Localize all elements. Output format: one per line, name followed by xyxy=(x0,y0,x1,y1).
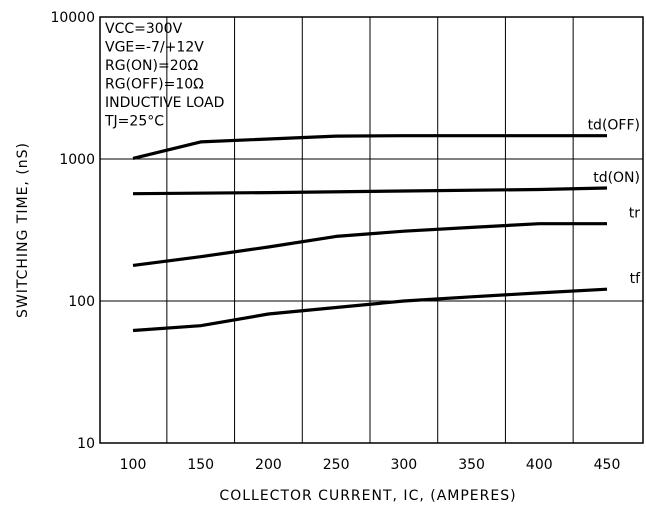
x-tick-label: 300 xyxy=(390,457,417,473)
x-tick-labels: 100 150 200 250 300 350 400 450 xyxy=(120,457,621,473)
x-tick-label: 450 xyxy=(594,457,621,473)
condition-line: RG(ON)=20Ω xyxy=(105,58,199,74)
x-tick-label: 350 xyxy=(458,457,485,473)
y-tick-labels: 10 100 1000 10000 xyxy=(50,10,95,452)
series-label: tr xyxy=(629,206,640,222)
series-labels: td(OFF) td(ON) tr tf xyxy=(588,118,642,288)
series-line xyxy=(132,134,607,160)
series-line xyxy=(132,222,607,267)
y-tick-label: 10000 xyxy=(50,10,95,26)
series-label: td(ON) xyxy=(593,170,640,186)
condition-line: VGE=-7/+12V xyxy=(105,40,204,56)
y-tick-label: 10 xyxy=(77,436,95,452)
y-tick-label: 1000 xyxy=(59,152,95,168)
y-tick-label: 100 xyxy=(68,294,95,310)
condition-line: RG(OFF)=10Ω xyxy=(105,77,204,93)
x-tick-label: 400 xyxy=(526,457,553,473)
conditions-annotation: VCC=300V VGE=-7/+12V RG(ON)=20Ω RG(OFF)=10Ω… xyxy=(104,21,224,130)
grid xyxy=(100,17,643,443)
x-tick-label: 150 xyxy=(187,457,214,473)
x-tick-label: 100 xyxy=(120,457,147,473)
x-tick-label: 250 xyxy=(323,457,350,473)
x-tick-label: 200 xyxy=(255,457,282,473)
condition-line: INDUCTIVE LOAD xyxy=(105,95,224,111)
series-lines xyxy=(132,134,608,333)
condition-line: TJ=25°C xyxy=(104,114,164,130)
series-line xyxy=(132,287,608,333)
condition-line: VCC=300V xyxy=(105,21,183,37)
y-axis-title: SWITCHING TIME, (nS) xyxy=(15,142,31,318)
plot-frame xyxy=(99,16,644,444)
series-line xyxy=(132,186,608,196)
series-label: td(OFF) xyxy=(588,118,640,134)
x-axis-title: COLLECTOR CURRENT, IC, (AMPERES) xyxy=(219,488,516,504)
series-label: tf xyxy=(630,271,641,287)
